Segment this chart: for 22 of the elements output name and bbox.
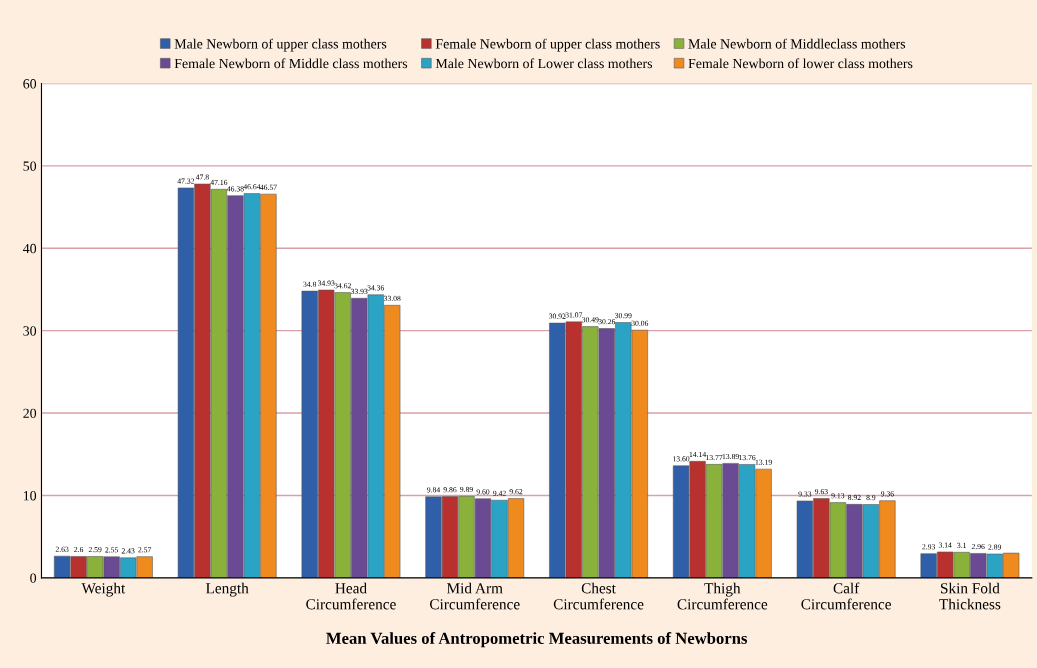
x-tick-label: Chest Circumference [553,582,644,610]
x-tick-label: Weight [81,582,126,597]
x-tick-label: Thigh Circumference [677,582,768,610]
legend-label: Male Newborn of upper class mothers [174,38,387,52]
y-tick-label: 50 [23,161,37,171]
legend-label: Male Newborn of Middleclass mothers [688,38,906,49]
y-tick-label: 40 [23,243,37,254]
x-axis-title: Mean Values of Antropometric Measurements of Newborns [326,632,748,648]
x-tick-label: Mid Arm Circumference [430,582,520,610]
y-tick-label: 60 [23,79,37,89]
x-tick-label: Calf Circumference [801,582,891,610]
x-tick-label: Head Circumference [306,582,396,610]
y-tick-label: 0 [30,573,37,583]
legend-label: Female Newborn of lower class mothers [688,58,913,69]
y-tick-label: 10 [23,491,37,501]
legend-label: Female Newborn of Middle class mothers [174,58,408,69]
legend-label: Female Newborn of upper class mothers [435,38,660,52]
y-tick-label: 30 [23,326,37,336]
x-tick-label: Length [205,582,249,597]
x-tick-label: Skin Fold Thickness [939,582,1001,610]
y-tick-label: 20 [23,408,37,418]
legend-label: Male Newborn of Lower class mothers [435,58,653,69]
